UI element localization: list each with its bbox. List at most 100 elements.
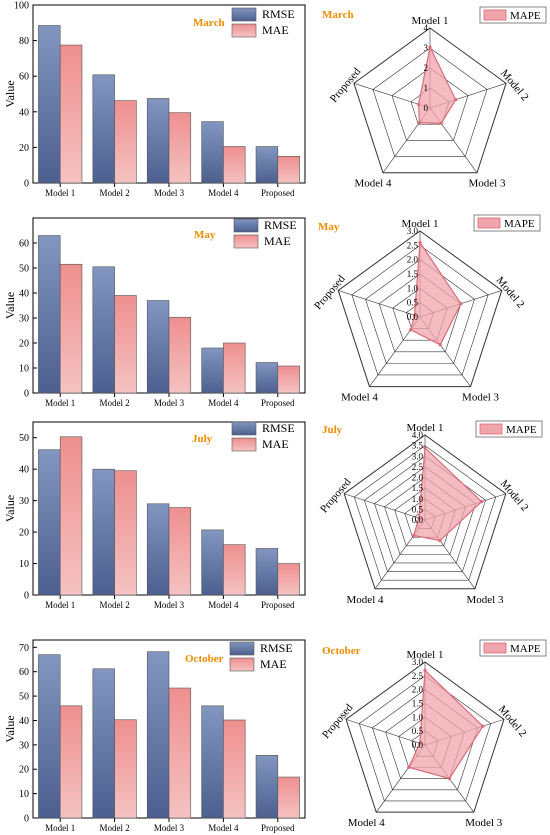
rmse-bar [255,362,279,394]
x-tick-label: Model 1 [45,398,75,408]
mape-point [454,98,458,102]
radar-axis-label: Model 1 [407,649,444,661]
y-tick-label: 60 [19,239,29,250]
mape-area [412,446,483,542]
mae-bar [223,719,246,819]
radar-axis-label: Proposed [320,702,356,741]
mape-point [481,724,485,728]
radar-axis-label: Proposed [328,65,364,104]
radar-spoke [338,290,421,318]
radar-tick-label: 1.5 [412,483,424,493]
legend-swatch-mae [231,437,257,452]
radar-tick-label: 0.0 [412,515,424,525]
y-tick-label: 60 [19,667,29,678]
radar-axis-label: Model 4 [354,178,391,190]
y-tick-label: 60 [19,72,29,83]
rmse-bar [146,300,170,394]
radar-grid-ring [337,230,503,388]
bar-chart-july: 0 10 20 30 40 50 Value Model 1 Model 2 Model 3 Mod… [3,421,306,610]
legend-label-rmse: RMSE [264,218,297,232]
radar-axis-label: Model 1 [412,15,449,27]
mape-point [428,45,432,49]
radar-tick-label: 1 [424,83,429,93]
y-tick-label: 40 [19,716,29,727]
mape-point [439,121,443,125]
radar-axis-label: Model 3 [465,817,502,829]
radar-axis-label: Model 3 [462,392,499,404]
legend-swatch-rmse [229,641,255,656]
mae-bar [168,112,192,184]
radar-axis-label: Model 3 [469,178,506,190]
x-tick-label: Proposed [261,398,295,408]
rmse-bar [92,468,115,596]
mae-bar [223,544,246,596]
mape-point [479,500,484,504]
y-tick-label: 0 [24,389,29,400]
legend-swatch-mae [231,23,257,38]
x-tick-label: Model 4 [208,398,239,408]
radar-axis-label: Model 3 [466,594,503,606]
bar-chart-march: 0 20 40 60 80 100 Value Model 1 Model 2 Model 3 Mo… [3,1,306,198]
radar-tick-label: 2.5 [412,671,424,681]
radar-grid-ring [391,67,469,141]
mae-bar [168,507,192,596]
legend-label-mape: MAPE [510,643,541,655]
radar-axis-label: Model 1 [407,422,444,434]
x-tick-label: Model 2 [99,398,129,408]
y-tick-label: 20 [19,143,29,154]
y-tick-label: 80 [19,36,29,47]
radar-axis-label: Proposed [318,476,354,515]
radar-grid-ring [372,47,488,157]
radar-tick-label: 1.5 [407,269,419,279]
radar-tick-label: 2.5 [412,462,424,472]
mape-point [423,668,427,672]
legend-label-rmse: RMSE [260,641,293,655]
radar-tick-label: 0.5 [412,504,424,514]
y-tick-label: 70 [19,643,29,654]
radar-tick-label: 4.0 [412,430,424,440]
month-label: March [193,17,225,29]
y-tick-label: 0 [24,814,29,825]
mape-area [410,240,462,346]
radar-grid-ring [351,244,489,376]
radar-axis-label: Model 4 [347,594,384,606]
y-axis-label: Value [3,80,17,107]
legend-label-mae: MAE [262,23,289,37]
radar-tick-label: 4 [424,23,429,33]
legend-swatch-mae [233,234,259,249]
mae-bar [277,365,300,394]
y-tick-label: 0 [24,179,29,190]
radar-spoke [345,719,426,746]
x-tick-label: Model 4 [208,823,239,833]
mae-bar [223,146,246,184]
radar-month-label: October [322,645,361,657]
mape-point [416,102,421,106]
mape-area [407,668,484,780]
radar-month-label: March [322,9,354,21]
radar-tick-label: 1.5 [412,699,424,709]
radar-tick-label: 3.0 [412,451,424,461]
radar-month-label: May [318,221,340,233]
legend-swatch-rmse [233,218,259,233]
rmse-bar [38,449,61,596]
mape-area [417,45,457,124]
radar-axis-label: Model 2 [498,67,531,103]
legend-label-rmse: RMSE [262,421,295,435]
mae-bar [114,295,137,394]
mae-bar [168,687,192,819]
x-tick-label: Proposed [261,823,295,833]
rmse-bar [38,235,61,394]
mae-bar [59,436,83,596]
radar-grid-ring [353,27,507,174]
month-label: July [192,433,213,445]
rmse-bar [38,25,61,184]
rmse-bar [146,98,170,184]
radar-tick-label: 2.0 [412,685,424,695]
mape-point [438,539,442,543]
legend-swatch-mape [483,9,507,21]
radar-spoke [344,493,426,521]
radar-tick-label: 0.0 [412,740,424,750]
x-tick-label: Proposed [261,600,295,610]
